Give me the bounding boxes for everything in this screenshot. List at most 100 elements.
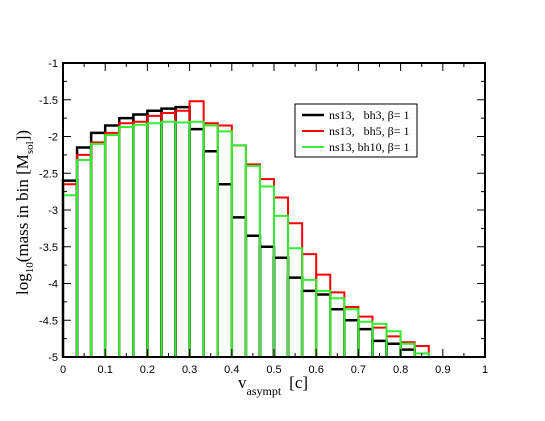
bar-series-1-bin-8 [174,109,191,357]
x-tick-label-5: 0.5 [266,364,281,376]
bar-series-0-bin-2 [89,131,107,357]
x-axis-title-unit: [c] [289,373,308,392]
y-axis-title-main: (mass in bin [M [13,154,32,262]
bar-series-0-bin-5 [132,113,149,357]
bar-series-0-bin-23 [385,342,402,357]
bar-series-0-bin-21 [357,327,374,357]
bar-series-2-bin-4 [118,125,135,357]
bar-series-0-bin-15 [272,256,290,357]
x-tick-label-8: 0.8 [393,364,408,376]
x-tick-label-6: 0.6 [309,364,324,376]
histogram-bars [61,100,430,357]
bar-series-1-bin-7 [160,111,177,357]
y-tick-labels: -5 -4.5 -4 -3.5 -3 -2.5 -2 -1.5 -1 [39,58,58,364]
bar-series-1-bin-17 [301,253,318,357]
y-tick-label-4: -3 [48,205,58,217]
y-tick-label-8: -1 [48,58,58,70]
y-axis-title-post: ]) [13,130,32,141]
bar-series-0-bin-18 [314,293,332,357]
y-tick-label-0: -5 [48,352,58,364]
bar-series-2-bin-20 [343,308,360,357]
bar-series-1-bin-23 [385,335,402,357]
bar-series-2-bin-5 [132,123,149,357]
bar-series-1-bin-22 [371,326,388,357]
bar-series-0-bin-10 [202,149,219,357]
y-axis-title-pre-sub: 10 [24,262,36,274]
bar-series-0-bin-24 [399,348,416,357]
legend: ns13, bh3, β= 1 ns13, bh5, β= 1 ns13, bh… [294,103,418,158]
bar-series-1-bin-18 [315,273,332,357]
x-tick-label-10: 1 [482,364,488,376]
bar-series-2-bin-18 [315,289,332,357]
bar-series-1-bin-1 [76,153,93,357]
x-axis-title-main: v [238,373,247,392]
bar-series-0-bin-17 [300,289,318,357]
bar-series-2-bin-11 [216,130,233,357]
bar-series-2-bin-15 [273,214,290,357]
bar-series-1-bin-12 [230,144,247,357]
legend-label-bh10: ns13, bh10, β= 1 [329,140,410,154]
bar-series-0-bin-20 [343,319,360,357]
bar-series-1-bin-13 [244,163,261,357]
bar-series-2-bin-3 [104,134,121,357]
bar-series-1-bin-19 [329,291,346,357]
bar-series-0-bin-13 [244,234,262,357]
plot-frame [62,62,486,358]
bar-series-2-bin-1 [76,159,93,357]
bar-series-2-bin-6 [146,122,163,357]
bar-series-1-bin-5 [132,120,149,357]
bar-series-1-bin-9 [188,100,205,357]
y-axis-title: log10(mass in bin [Msol]) [13,130,36,295]
bar-series-0-bin-11 [216,183,234,357]
bar-series-1-bin-16 [287,222,304,357]
bar-series-0-bin-19 [329,307,346,357]
x-tick-label-4: 0.4 [224,364,239,376]
bar-series-2-bin-21 [357,320,374,357]
bar-series-1-bin-10 [202,122,219,357]
x-axis-title-sub: asympt [247,384,282,398]
bar-series-2-bin-19 [329,297,346,357]
bar-series-2-bin-10 [202,124,219,357]
y-tick-label-6: -2 [48,132,58,144]
bar-series-0-bin-6 [146,109,163,357]
y-tick-label-7: -1.5 [39,95,58,107]
bar-series-0-bin-12 [230,216,248,357]
bar-series-0-bin-14 [258,245,276,357]
x-axis-title: vasympt [c] [238,373,308,398]
bar-series-0-bin-0 [61,179,79,357]
bar-series-0-bin-16 [286,276,304,357]
bar-series-1-bin-15 [273,196,290,357]
bar-series-0-bin-4 [118,116,135,357]
x-tick-labels: 0 0.1 0.2 0.3 0.4 0.5 0.6 0.7 0.8 0.9 1 [60,364,488,376]
y-tick-label-5: -2.5 [39,168,58,180]
x-tick-label-2: 0.2 [140,364,155,376]
bar-series-2-bin-14 [258,185,275,357]
x-tick-label-3: 0.3 [182,364,197,376]
bar-series-1-bin-20 [343,306,360,357]
bar-series-1-bin-3 [104,131,121,357]
bar-series-2-bin-16 [287,247,304,357]
bar-series-0-bin-9 [188,127,205,357]
y-axis-title-pre: log [13,273,32,295]
bar-series-1-bin-4 [118,122,135,357]
y-tick-label-2: -4 [48,279,58,291]
y-tick-label-3: -3.5 [39,242,58,254]
bar-series-2-bin-8 [174,121,191,357]
bar-series-2-bin-2 [90,142,107,357]
y-axis-title-sub: sol [24,141,36,154]
bar-series-1-bin-14 [258,178,275,357]
bar-series-2-bin-7 [160,120,177,357]
bar-series-0-bin-1 [75,146,93,357]
bar-series-0-bin-7 [160,107,177,357]
bar-series-2-bin-0 [62,194,79,357]
bar-series-1-bin-11 [216,124,233,357]
bar-series-2-bin-12 [230,144,247,357]
x-tick-label-7: 0.7 [351,364,366,376]
legend-label-bh5: ns13, bh5, β= 1 [329,124,410,138]
legend-label-bh3: ns13, bh3, β= 1 [329,108,410,122]
bar-series-1-bin-2 [90,141,107,357]
bar-series-1-bin-6 [146,114,163,357]
bar-series-2-bin-13 [244,164,261,357]
bar-series-0-bin-3 [103,124,121,357]
